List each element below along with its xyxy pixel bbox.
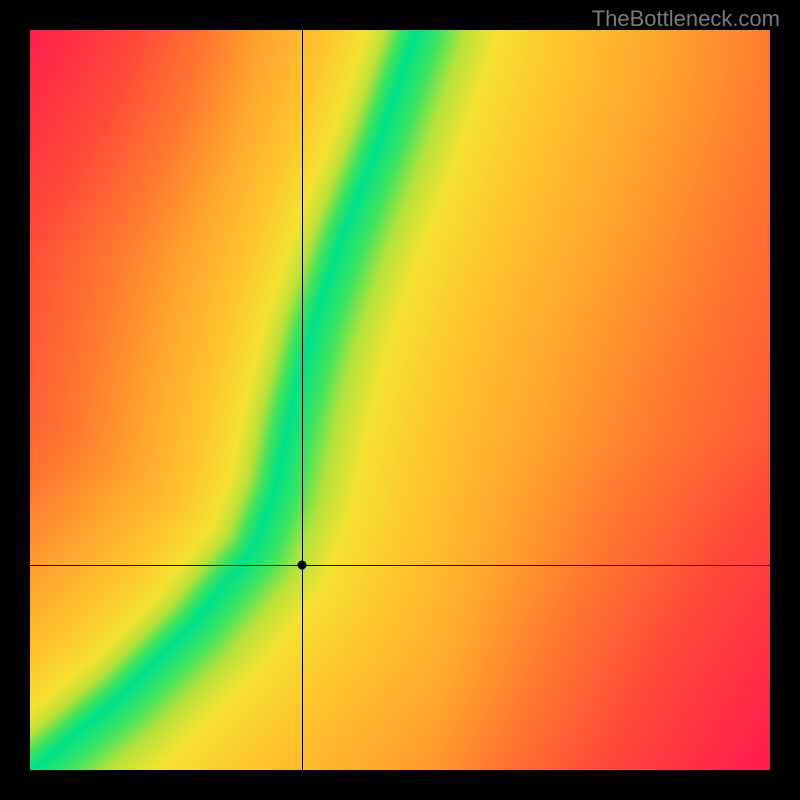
crosshair-vertical (302, 30, 303, 770)
watermark-text: TheBottleneck.com (592, 6, 780, 32)
crosshair-marker (297, 561, 306, 570)
heatmap-plot (30, 30, 770, 770)
crosshair-horizontal (30, 565, 770, 566)
heatmap-canvas (30, 30, 770, 770)
